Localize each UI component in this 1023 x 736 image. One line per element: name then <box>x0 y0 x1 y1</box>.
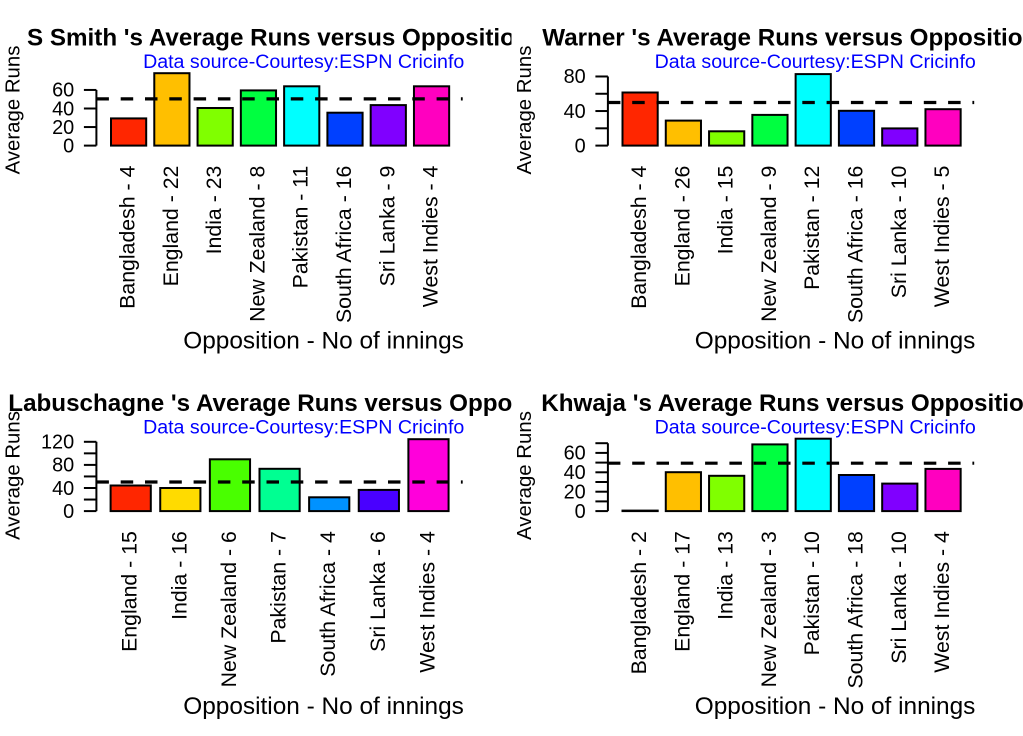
svg-text:80: 80 <box>52 455 74 477</box>
svg-text:60: 60 <box>564 443 586 465</box>
svg-text:60: 60 <box>52 80 74 102</box>
svg-text:S Smith 's Average Runs versus: S Smith 's Average Runs versus Oppositio… <box>27 25 530 52</box>
svg-text:England - 15: England - 15 <box>118 531 142 652</box>
svg-text:20: 20 <box>52 117 74 139</box>
svg-text:England - 26: England - 26 <box>670 166 694 287</box>
svg-text:South Africa - 18: South Africa - 18 <box>844 531 868 688</box>
svg-text:40: 40 <box>52 478 74 500</box>
svg-text:Opposition - No of innings: Opposition - No of innings <box>183 693 464 720</box>
svg-text:New Zealand - 9: New Zealand - 9 <box>757 166 781 322</box>
svg-text:120: 120 <box>41 432 74 454</box>
svg-text:40: 40 <box>564 101 586 123</box>
svg-text:Average Runs: Average Runs <box>2 411 24 540</box>
svg-text:West Indies - 4: West Indies - 4 <box>930 531 954 673</box>
svg-text:40: 40 <box>52 98 74 120</box>
svg-text:South Africa - 16: South Africa - 16 <box>332 166 356 323</box>
svg-text:0: 0 <box>63 135 74 157</box>
svg-text:New Zealand - 3: New Zealand - 3 <box>757 531 781 687</box>
svg-text:South Africa - 16: South Africa - 16 <box>844 166 868 323</box>
svg-text:India - 23: India - 23 <box>202 166 226 255</box>
svg-text:Average Runs: Average Runs <box>514 411 536 540</box>
svg-text:West Indies - 4: West Indies - 4 <box>419 165 443 307</box>
svg-text:Data source-Courtesy:ESPN Cric: Data source-Courtesy:ESPN Cricinfo <box>655 51 976 73</box>
svg-text:West Indies - 5: West Indies - 5 <box>930 166 954 308</box>
svg-text:England - 17: England - 17 <box>670 531 694 652</box>
svg-text:Bangladesh - 4: Bangladesh - 4 <box>116 165 140 308</box>
svg-text:Pakistan - 7: Pakistan - 7 <box>267 531 291 643</box>
svg-text:Bangladesh - 4: Bangladesh - 4 <box>627 165 651 308</box>
svg-text:Data source-Courtesy:ESPN Cric: Data source-Courtesy:ESPN Cricinfo <box>655 417 976 439</box>
svg-text:Average Runs: Average Runs <box>514 46 536 175</box>
svg-text:0: 0 <box>575 501 586 523</box>
svg-text:20: 20 <box>564 481 586 503</box>
svg-text:India - 13: India - 13 <box>714 531 738 620</box>
svg-text:40: 40 <box>564 462 586 484</box>
svg-text:Sri Lanka - 6: Sri Lanka - 6 <box>366 531 390 652</box>
svg-text:Pakistan - 10: Pakistan - 10 <box>800 531 824 655</box>
svg-text:Data source-Courtesy:ESPN Cric: Data source-Courtesy:ESPN Cricinfo <box>143 417 464 439</box>
svg-text:Khwaja 's Average Runs versus: Khwaja 's Average Runs versus Opposition <box>541 390 1023 417</box>
svg-text:80: 80 <box>564 66 586 88</box>
svg-text:Sri Lanka - 10: Sri Lanka - 10 <box>887 165 911 298</box>
svg-text:New Zealand - 8: New Zealand - 8 <box>245 166 269 322</box>
svg-text:England - 22: England - 22 <box>159 166 183 287</box>
svg-text:Data source-Courtesy:ESPN Cric: Data source-Courtesy:ESPN Cricinfo <box>143 51 464 73</box>
svg-text:India - 15: India - 15 <box>714 166 738 255</box>
svg-text:Warner 's Average Runs versus: Warner 's Average Runs versus Opposition <box>542 25 1023 52</box>
svg-text:Pakistan - 12: Pakistan - 12 <box>800 166 824 290</box>
svg-text:0: 0 <box>63 501 74 523</box>
svg-text:India - 16: India - 16 <box>167 531 191 620</box>
svg-text:Opposition - No of innings: Opposition - No of innings <box>695 693 976 720</box>
svg-text:West Indies - 4: West Indies - 4 <box>415 531 439 673</box>
svg-text:Labuschagne 's Average Runs ve: Labuschagne 's Average Runs versus Oppos… <box>8 390 576 417</box>
svg-text:0: 0 <box>575 135 586 157</box>
svg-text:Bangladesh - 2: Bangladesh - 2 <box>627 531 651 674</box>
svg-text:South Africa - 4: South Africa - 4 <box>316 531 340 677</box>
svg-text:Sri Lanka - 10: Sri Lanka - 10 <box>887 531 911 664</box>
svg-text:New Zealand - 6: New Zealand - 6 <box>217 531 241 687</box>
svg-text:Pakistan - 11: Pakistan - 11 <box>289 166 313 289</box>
svg-text:Sri Lanka - 9: Sri Lanka - 9 <box>375 166 399 287</box>
svg-text:Opposition - No of innings: Opposition - No of innings <box>183 327 464 354</box>
svg-text:Opposition - No of innings: Opposition - No of innings <box>695 327 976 354</box>
svg-text:Average Runs: Average Runs <box>2 46 24 175</box>
